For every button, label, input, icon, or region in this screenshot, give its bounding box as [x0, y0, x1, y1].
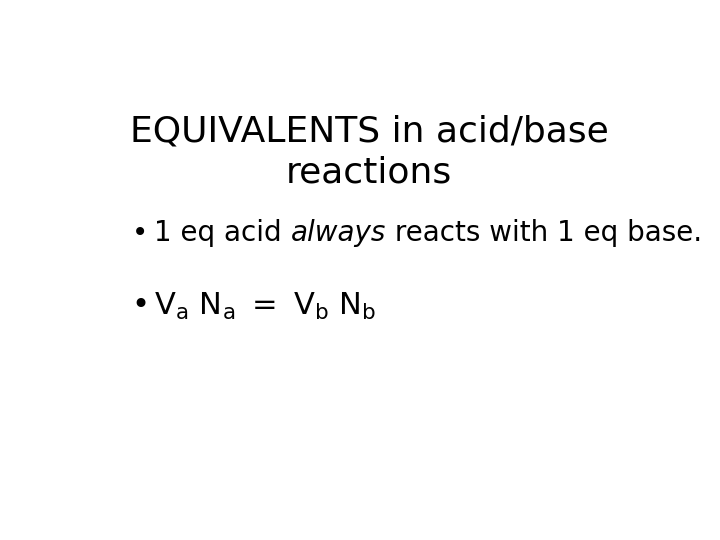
Text: EQUIVALENTS in acid/base
reactions: EQUIVALENTS in acid/base reactions — [130, 114, 608, 190]
Text: $\mathregular{V_a\ N_a\ =\ V_b\ N_b}$: $\mathregular{V_a\ N_a\ =\ V_b\ N_b}$ — [154, 291, 377, 321]
Text: 1 eq acid: 1 eq acid — [154, 219, 291, 247]
Text: •: • — [131, 292, 149, 320]
Text: always: always — [291, 219, 386, 247]
Text: •: • — [132, 219, 148, 247]
Text: reacts with 1 eq base.: reacts with 1 eq base. — [386, 219, 702, 247]
